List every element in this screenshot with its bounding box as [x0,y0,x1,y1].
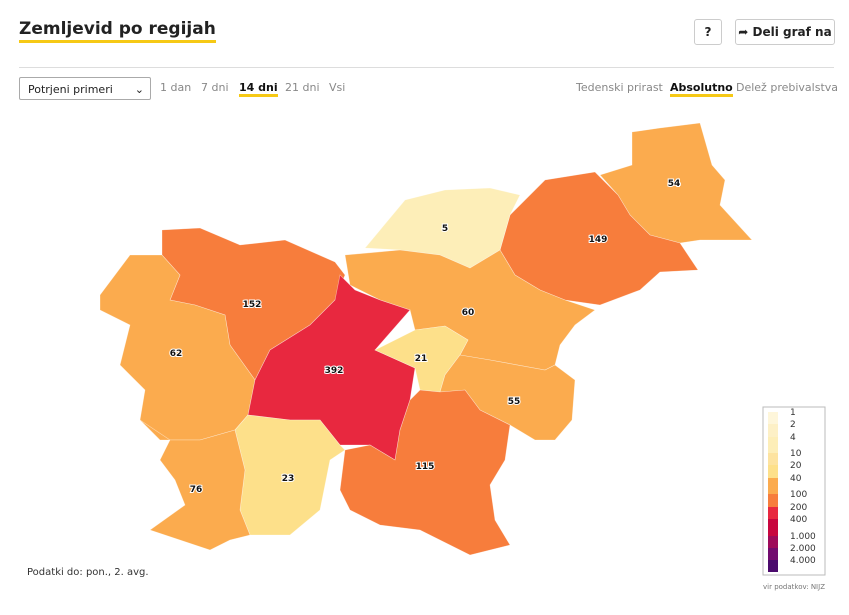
legend-label: 4 [790,433,796,443]
region [344,249,596,371]
legend-swatch [768,465,778,478]
share-label: Deli graf na [752,25,832,39]
legend-label: 2.000 [790,544,816,554]
mode-tab[interactable]: Absolutno [670,81,733,97]
legend-swatch [768,536,778,548]
legend-swatch [768,478,778,494]
mode-tab[interactable]: Tedenski prirast [576,81,663,94]
region-label: 60 [462,308,475,318]
period-tab[interactable]: Vsi [329,81,346,94]
share-button[interactable]: ➦ Deli graf na [735,19,835,45]
metric-select[interactable]: Potrjeni primeri ⌄ [19,77,151,100]
legend-swatch [768,424,778,437]
region-label: 21 [415,354,428,364]
period-tab[interactable]: 1 dan [160,81,192,94]
legend-swatch [768,494,778,507]
region-label: 149 [589,235,608,245]
select-label: Potrjeni primeri [28,83,113,96]
legend-label: 10 [790,449,802,459]
legend-swatch [768,560,778,572]
legend-swatch [768,548,778,560]
legend-label: 200 [790,503,807,513]
region-label: 115 [416,462,435,472]
help-button[interactable]: ? [694,19,722,45]
region-label: 62 [170,349,183,359]
legend-swatch [768,412,778,424]
legend-swatch [768,507,778,519]
legend-label: 20 [790,461,802,471]
legend-label: 1 [790,408,796,418]
legend-swatch [768,453,778,465]
region [599,122,753,244]
region-label: 23 [282,474,295,484]
region [139,419,251,551]
region [339,389,511,556]
period-tab[interactable]: 7 dni [201,81,229,94]
legend-label: 100 [790,490,807,500]
period-tab[interactable]: 14 dni [239,81,278,97]
legend-label: 2 [790,420,796,430]
legend-label: 1.000 [790,532,816,542]
region-label: 152 [243,300,262,310]
divider [19,67,834,68]
title: Zemljevid po regijah [19,18,216,43]
legend-label: 4.000 [790,556,816,566]
region-label: 76 [190,485,203,495]
legend-swatch [768,437,778,453]
legend-swatch [768,519,778,536]
legend-label: 40 [790,474,802,484]
region-label: 5 [442,224,448,234]
region-label: 55 [508,397,521,407]
source: vir podatkov: NIJZ [763,583,825,591]
region-label: 54 [668,179,681,189]
legend-label: 400 [790,515,807,525]
mode-tab[interactable]: Delež prebivalstva [736,81,839,94]
footer-note: Podatki do: pon., 2. avg. [27,567,149,578]
period-tab[interactable]: 21 dni [285,81,320,94]
region-label: 392 [325,366,344,376]
